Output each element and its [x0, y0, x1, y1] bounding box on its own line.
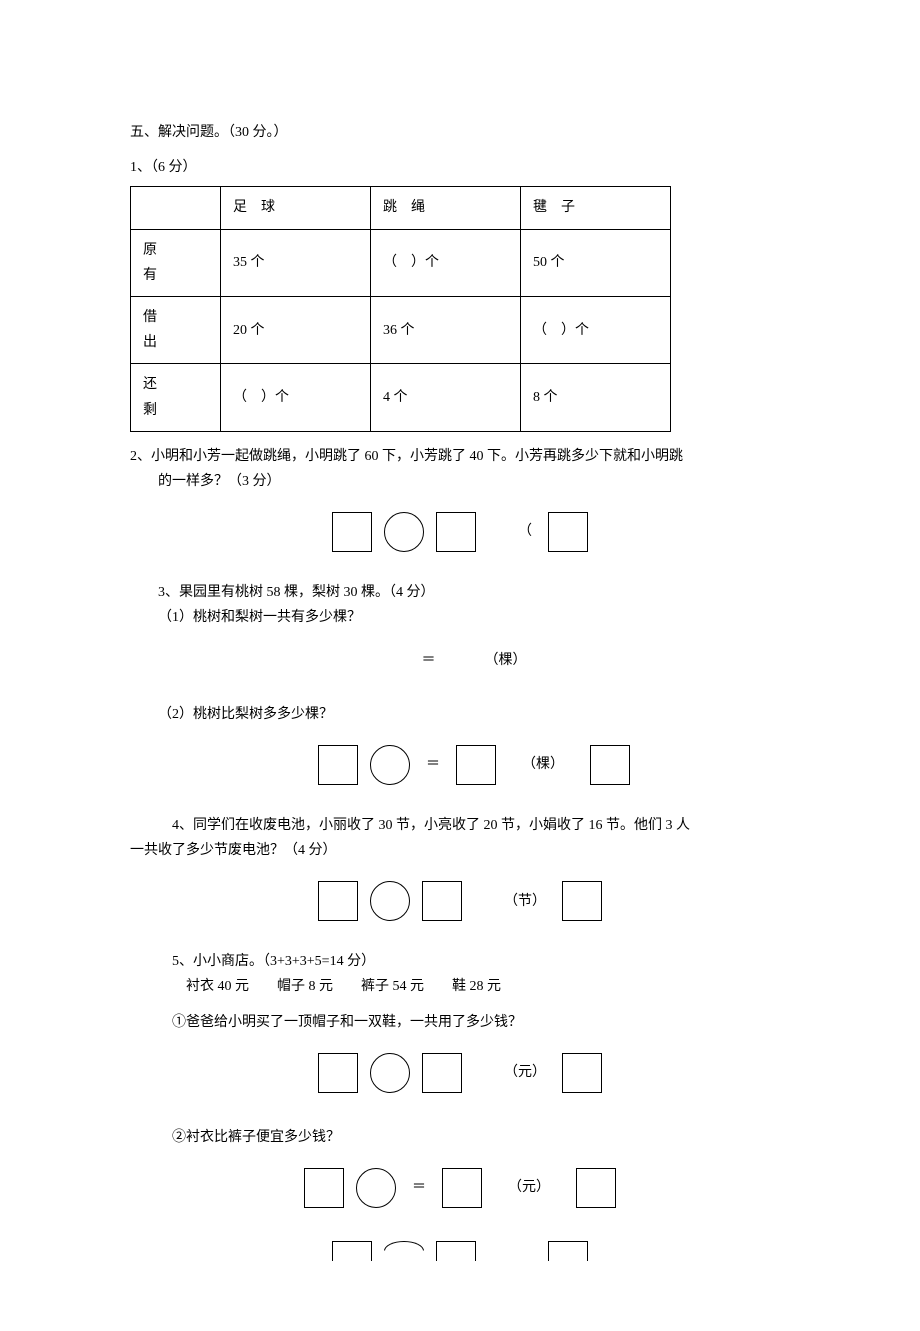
q3-text: 3、果园里有桃树 58 棵，梨树 30 棵。（4 分） [158, 580, 790, 605]
operator-circle [384, 512, 424, 552]
q5-sub1: ①爸爸给小明买了一顶帽子和一双鞋，一共用了多少钱？ [130, 1010, 790, 1035]
answer-box [422, 1053, 462, 1093]
equals-sign: ＝ [412, 1175, 426, 1200]
table-header [131, 187, 221, 229]
q3-eq1: ＝ （棵） [158, 648, 790, 673]
q5-equation2: ＝ （元） [130, 1168, 790, 1208]
unit-label: （棵） [522, 752, 564, 777]
row-label: 还 剩 [131, 364, 221, 431]
answer-box [318, 881, 358, 921]
answer-box [576, 1168, 616, 1208]
table-cell: （ ）个 [521, 296, 671, 363]
answer-box [436, 512, 476, 552]
row-label: 借 出 [131, 296, 221, 363]
table-row: 足 球 跳 绳 毽 子 [131, 187, 671, 229]
q2-text-cont: 的一样多？（3 分） [130, 469, 790, 494]
q4-text: 4、同学们在收废电池，小丽收了 30 节，小亮收了 20 节，小娟收了 16 节… [130, 813, 790, 838]
answer-box [332, 1241, 372, 1261]
q5-prices: 衬衣 40 元 帽子 8 元 裤子 54 元 鞋 28 元 [130, 974, 790, 999]
answer-box [422, 881, 462, 921]
table-cell: （ ）个 [371, 229, 521, 296]
answer-box [548, 1241, 588, 1261]
table-cell: 50 个 [521, 229, 671, 296]
operator-circle [384, 1241, 424, 1261]
row-label: 原 有 [131, 229, 221, 296]
answer-box [332, 512, 372, 552]
answer-box [442, 1168, 482, 1208]
q5-equation1: （元） [130, 1053, 790, 1093]
question-1: 1、（6 分） 足 球 跳 绳 毽 子 原 有 35 个 （ ）个 50 个 借… [130, 155, 790, 432]
answer-box [436, 1241, 476, 1261]
q1-label: 1、（6 分） [130, 155, 790, 180]
q4-equation: （节） [130, 881, 790, 921]
q3-sub2: （2）桃树比梨树多多少棵？ [158, 702, 790, 727]
q1-table: 足 球 跳 绳 毽 子 原 有 35 个 （ ）个 50 个 借 出 20 个 … [130, 186, 671, 431]
table-cell: 8 个 [521, 364, 671, 431]
question-5: 5、小小商店。（3+3+3+5=14 分） 衬衣 40 元 帽子 8 元 裤子 … [130, 949, 790, 1263]
answer-box [318, 745, 358, 785]
q3-equation2: ＝ （棵） [158, 745, 790, 785]
answer-box [562, 1053, 602, 1093]
operator-circle [370, 745, 410, 785]
table-row: 借 出 20 个 36 个 （ ）个 [131, 296, 671, 363]
q5-equation3 [130, 1238, 790, 1263]
table-cell: （ ）个 [221, 364, 371, 431]
answer-box [318, 1053, 358, 1093]
question-3: 3、果园里有桃树 58 棵，梨树 30 棵。（4 分） （1）桃树和梨树一共有多… [130, 580, 790, 785]
question-2: 2、小明和小芳一起做跳绳，小明跳了 60 下，小芳跳了 40 下。小芳再跳多少下… [130, 444, 790, 552]
table-header: 足 球 [221, 187, 371, 229]
table-cell: 20 个 [221, 296, 371, 363]
operator-circle [370, 1053, 410, 1093]
q2-text: 2、小明和小芳一起做跳绳，小明跳了 60 下，小芳跳了 40 下。小芳再跳多少下… [130, 444, 790, 469]
question-4: 4、同学们在收废电池，小丽收了 30 节，小亮收了 20 节，小娟收了 16 节… [130, 813, 790, 921]
table-cell: 35 个 [221, 229, 371, 296]
answer-box [590, 745, 630, 785]
answer-box [456, 745, 496, 785]
table-header: 跳 绳 [371, 187, 521, 229]
table-row: 原 有 35 个 （ ）个 50 个 [131, 229, 671, 296]
q5-text: 5、小小商店。（3+3+3+5=14 分） [130, 949, 790, 974]
paren-unit: （节） [504, 889, 546, 914]
paren-unit: （元） [504, 1060, 546, 1085]
answer-box [548, 512, 588, 552]
section-title: 五、解决问题。（30 分。） [130, 120, 790, 145]
table-row: 还 剩 （ ）个 4 个 8 个 [131, 364, 671, 431]
q2-equation: （ [130, 512, 790, 552]
table-cell: 36 个 [371, 296, 521, 363]
unit-label: （元） [508, 1175, 550, 1200]
q3-sub1: （1）桃树和梨树一共有多少棵？ [158, 605, 790, 630]
operator-circle [356, 1168, 396, 1208]
paren-open: （ [518, 519, 532, 544]
q5-sub2: ②衬衣比裤子便宜多少钱？ [130, 1125, 790, 1150]
answer-box [304, 1168, 344, 1208]
q4-text-cont: 一共收了多少节废电池？（4 分） [130, 838, 790, 863]
operator-circle [370, 881, 410, 921]
answer-box [562, 881, 602, 921]
equals-sign: ＝ [426, 752, 440, 777]
table-header: 毽 子 [521, 187, 671, 229]
table-cell: 4 个 [371, 364, 521, 431]
